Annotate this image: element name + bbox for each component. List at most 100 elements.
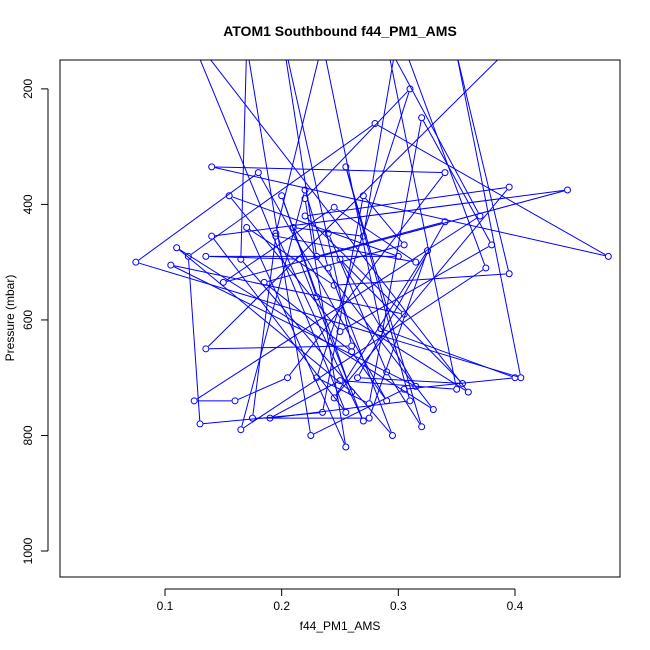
data-point	[511, 374, 519, 382]
series-segment	[225, 208, 332, 281]
series-segment	[299, 262, 363, 418]
series-segment	[139, 262, 518, 378]
data-point	[454, 51, 460, 57]
data-point	[173, 244, 181, 252]
x-tick-label: 0.3	[390, 599, 407, 613]
data-point	[225, 192, 233, 200]
data-point	[237, 426, 245, 434]
data-point	[453, 385, 461, 393]
series-segment	[240, 60, 247, 256]
data-point	[348, 388, 356, 396]
data-point	[359, 232, 367, 240]
series-segment	[252, 239, 276, 415]
series-segment	[295, 229, 432, 408]
series-segment	[389, 60, 457, 386]
data-point	[307, 431, 315, 439]
data-point	[464, 388, 472, 396]
series-segment	[267, 245, 401, 282]
data-point	[319, 408, 326, 416]
series-segment	[266, 284, 350, 350]
data-point	[132, 258, 140, 266]
data-point	[237, 255, 245, 263]
data-point	[208, 163, 216, 171]
data-point	[260, 278, 268, 286]
data-point	[441, 218, 449, 226]
series-segment	[369, 253, 427, 416]
series-segment	[422, 120, 491, 243]
series-segment	[408, 60, 486, 265]
data-point	[301, 212, 309, 220]
series-segment	[289, 175, 444, 376]
data-point	[383, 397, 391, 405]
series-segment	[174, 265, 401, 314]
data-point	[249, 414, 256, 422]
data-point	[301, 186, 309, 194]
data-point	[342, 163, 350, 171]
data-point	[196, 420, 204, 428]
series-segment	[279, 236, 413, 263]
data-point	[202, 345, 210, 353]
x-axis-label: f44_PM1_AMS	[300, 619, 381, 633]
data-point	[377, 325, 385, 333]
data-point	[400, 310, 408, 318]
series-segment	[363, 60, 394, 233]
data-point	[301, 195, 309, 203]
data-point	[365, 400, 373, 408]
data-point	[400, 241, 408, 249]
series-segment	[226, 190, 565, 282]
data-point	[400, 385, 408, 393]
data-point	[518, 34, 524, 40]
x-tick-label: 0.4	[507, 599, 524, 613]
data-point	[412, 258, 420, 266]
series-segment	[336, 208, 414, 261]
data-point	[330, 281, 338, 289]
series-segment	[188, 259, 201, 421]
series-segment	[215, 166, 442, 174]
series-segment	[308, 187, 506, 216]
data-point	[359, 192, 367, 200]
plot-frame	[59, 59, 621, 578]
data-point	[418, 423, 426, 431]
series-segment	[346, 170, 422, 424]
data-point	[324, 264, 332, 272]
series-segment	[457, 60, 521, 375]
data-point	[190, 397, 198, 405]
series-segment	[242, 261, 391, 434]
data-point	[354, 374, 361, 382]
series-segment	[138, 174, 256, 261]
data-point	[336, 328, 344, 335]
series-segment	[248, 60, 311, 433]
data-point	[313, 374, 321, 382]
data-point	[272, 229, 280, 237]
data-point	[418, 114, 426, 122]
data-point	[330, 203, 338, 211]
data-point	[476, 212, 484, 220]
data-point	[272, 232, 280, 240]
data-point	[359, 417, 367, 425]
y-tick-label: 1000	[21, 537, 35, 564]
data-point	[604, 252, 612, 260]
data-point	[365, 414, 373, 422]
series-segment	[343, 380, 454, 390]
series-segment	[329, 236, 386, 369]
series-segment	[319, 378, 367, 403]
x-axis: 0.1 0.2 0.3 0.4	[157, 588, 524, 613]
data-point	[371, 120, 379, 128]
series-segment	[247, 230, 345, 445]
data-point	[330, 394, 338, 402]
series-segment	[388, 374, 421, 425]
series-segment	[190, 125, 373, 255]
data-point	[320, 40, 326, 46]
series-segment	[383, 329, 512, 377]
data-point	[429, 405, 437, 413]
series-segment	[213, 238, 345, 410]
y-axis-label: Pressure (mbar)	[3, 275, 17, 362]
data-point	[219, 278, 227, 286]
series-segment	[329, 271, 392, 433]
data-point	[441, 169, 449, 177]
series-segment	[243, 269, 484, 429]
y-tick-label: 800	[21, 425, 35, 445]
data-point	[412, 382, 420, 390]
data-point	[313, 293, 321, 301]
